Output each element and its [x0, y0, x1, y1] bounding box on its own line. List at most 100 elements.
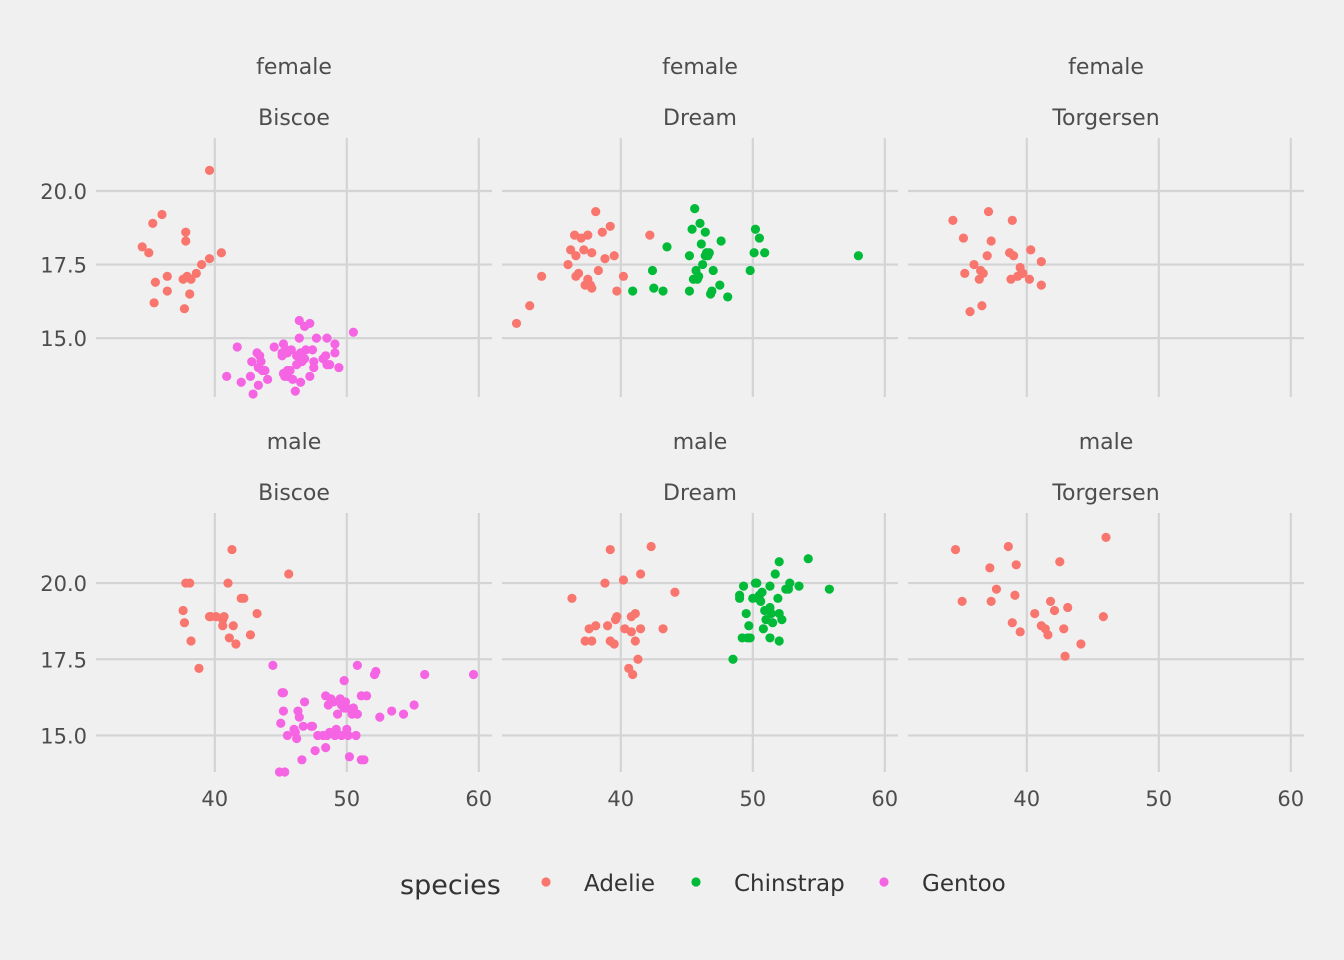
data-point-chinstrap	[766, 608, 776, 619]
strip-label-island-male-torgersen: Torgersen	[1051, 481, 1159, 506]
data-point-gentoo	[286, 345, 296, 355]
data-point-gentoo	[282, 730, 292, 741]
data-point-chinstrap	[760, 248, 770, 258]
data-point-gentoo	[296, 377, 306, 387]
data-point-adelie	[609, 251, 619, 261]
data-point-adelie	[587, 283, 597, 293]
data-point-gentoo	[299, 354, 310, 364]
data-point-gentoo	[343, 730, 353, 741]
data-point-adelie	[252, 608, 262, 619]
data-point-adelie	[948, 215, 958, 226]
data-point-gentoo	[330, 348, 340, 358]
data-point-gentoo	[292, 733, 302, 744]
x-tick-label: 40	[607, 787, 634, 811]
data-point-adelie	[1076, 639, 1086, 649]
data-point-adelie	[950, 544, 961, 555]
data-point-gentoo	[331, 724, 341, 734]
data-point-chinstrap	[752, 578, 762, 588]
data-point-adelie	[1024, 274, 1035, 284]
strip-label-sex-female-torgersen: female	[1068, 55, 1144, 80]
data-point-gentoo	[294, 333, 304, 343]
legend-key-chinstrap	[691, 877, 701, 887]
data-point-gentoo	[344, 752, 355, 762]
x-tick-label: 60	[465, 787, 492, 811]
x-tick-label: 60	[871, 787, 898, 811]
data-point-chinstrap	[785, 578, 795, 588]
data-point-adelie	[224, 633, 234, 643]
data-point-chinstrap	[744, 621, 754, 631]
data-point-chinstrap	[770, 569, 780, 579]
data-point-chinstrap	[774, 636, 784, 646]
y-tick-label: 17.5	[40, 254, 87, 278]
data-point-adelie	[148, 218, 158, 228]
data-point-gentoo	[298, 721, 308, 731]
data-point-adelie	[1015, 627, 1025, 637]
data-point-adelie	[1101, 532, 1111, 542]
data-point-chinstrap	[728, 654, 738, 664]
data-point-adelie	[191, 268, 201, 278]
data-point-gentoo	[468, 669, 479, 680]
data-point-chinstrap	[777, 615, 787, 625]
data-point-gentoo	[362, 691, 372, 701]
data-point-adelie	[1007, 618, 1017, 628]
data-point-adelie	[537, 271, 547, 281]
data-point-chinstrap	[794, 581, 804, 591]
data-point-chinstrap	[723, 292, 733, 302]
x-tick-label: 50	[333, 787, 360, 811]
data-point-gentoo	[351, 730, 361, 741]
data-point-chinstrap	[716, 236, 726, 246]
data-point-chinstrap	[684, 286, 695, 296]
data-point-adelie	[1045, 596, 1056, 606]
data-point-gentoo	[352, 660, 362, 670]
data-point-adelie	[583, 230, 593, 240]
data-point-adelie	[986, 596, 996, 606]
data-point-chinstrap	[700, 227, 710, 237]
data-point-chinstrap	[756, 596, 766, 606]
data-point-gentoo	[232, 342, 242, 352]
data-point-adelie	[612, 612, 622, 622]
data-point-gentoo	[280, 767, 290, 777]
data-point-chinstrap	[715, 280, 725, 290]
data-point-gentoo	[294, 315, 304, 326]
data-point-adelie	[231, 639, 241, 649]
data-point-adelie	[1063, 602, 1073, 613]
data-point-adelie	[239, 593, 249, 603]
data-point-adelie	[636, 624, 646, 634]
data-point-adelie	[179, 618, 190, 628]
legend-label-adelie: Adelie	[584, 871, 655, 897]
data-point-gentoo	[305, 318, 315, 329]
data-point-adelie	[1060, 651, 1070, 661]
data-point-adelie	[580, 636, 590, 646]
data-point-adelie	[144, 248, 154, 258]
data-point-adelie	[245, 630, 256, 640]
data-point-adelie	[566, 245, 576, 255]
data-point-gentoo	[311, 333, 322, 343]
data-point-gentoo	[285, 365, 295, 376]
data-point-adelie	[630, 636, 640, 646]
data-point-adelie	[284, 569, 294, 579]
data-point-chinstrap	[757, 587, 767, 597]
data-point-adelie	[1030, 608, 1040, 619]
data-point-chinstrap	[768, 618, 778, 628]
data-point-adelie	[960, 268, 970, 278]
data-point-gentoo	[269, 342, 279, 352]
data-point-adelie	[218, 621, 228, 631]
data-point-gentoo	[253, 380, 263, 390]
data-point-chinstrap	[708, 265, 718, 276]
data-point-adelie	[591, 206, 601, 217]
strip-label-sex-female-biscoe: female	[256, 55, 332, 80]
data-point-adelie	[525, 301, 535, 311]
data-point-chinstrap	[662, 242, 672, 252]
data-point-adelie	[658, 624, 668, 634]
data-point-adelie	[1026, 245, 1036, 255]
data-point-adelie	[957, 596, 967, 606]
data-point-adelie	[978, 268, 988, 278]
data-point-chinstrap	[758, 624, 768, 634]
data-point-adelie	[162, 286, 172, 296]
data-point-chinstrap	[735, 590, 745, 600]
data-point-adelie	[603, 621, 613, 631]
strip-label-sex-female-dream: female	[662, 55, 738, 80]
data-point-adelie	[194, 663, 204, 674]
data-point-adelie	[605, 544, 615, 555]
